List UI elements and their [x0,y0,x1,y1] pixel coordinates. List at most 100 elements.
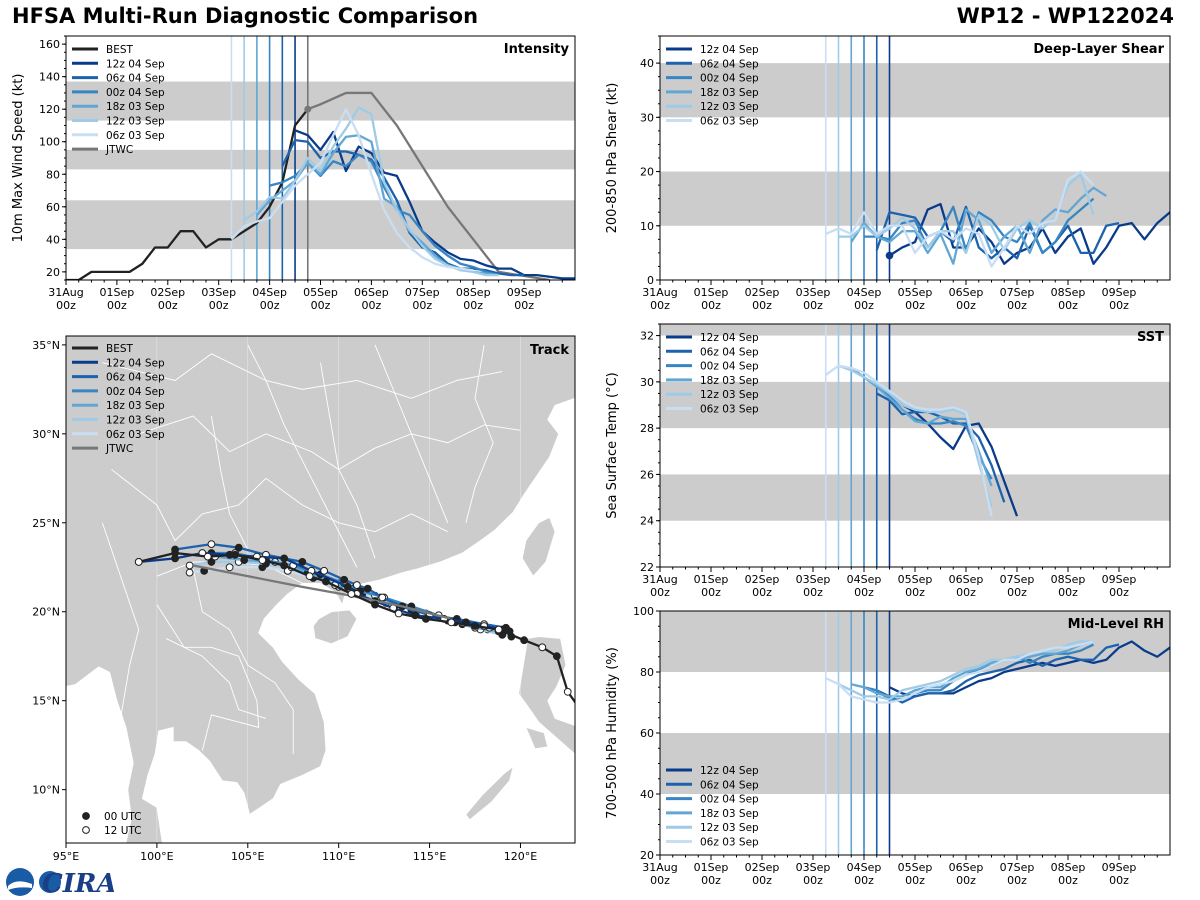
palawan-island [465,765,514,821]
shear-xtick-label: 08Sep [1051,286,1086,299]
track-point-06z-04-sep [363,584,372,593]
sst-ytick-label: 24 [640,515,654,528]
rh-xtick-label: 02Sep [745,861,780,874]
intensity-ylabel: 10m Max Wind Speed (kt) [11,74,26,243]
track-point-best [520,636,528,645]
rh-series-18z-03-sep [850,640,1094,698]
track-point-best [171,549,179,557]
shear-xtick-label: 02Sep [745,286,780,299]
sst-xtick-label: 00z [1007,586,1027,599]
sst-panel: 22242628303231Aug00z01Sep00z02Sep00z03Se… [605,323,1171,599]
intensity-xtick-label: 09Sep [507,286,542,299]
intensity-xtick-label: 04Sep [252,286,287,299]
track-point-12z-04-sep [343,582,352,591]
intensity-ytick-label: 40 [46,233,60,246]
shear-series-18z-03-sep [850,186,1107,265]
shear-xtick-label: 00z [1058,299,1078,312]
track-point-best [203,552,212,561]
legend-label-12z-03-sep: 12z 03 Sep [700,822,759,834]
shear-xtick-label: 07Sep [1000,286,1035,299]
track-ytick-label: 35°N [32,339,60,352]
intensity-series-06z-03-sep [230,108,474,272]
shear-xtick-label: 00z [752,299,772,312]
legend-label-00z-04-sep: 00z 04 Sep [700,73,759,85]
intensity-xtick-label: 00z [412,299,432,312]
marker-legend-symbol-12-utc [82,826,90,834]
intensity-xtick-label: 08Sep [456,286,491,299]
province-border [465,344,494,523]
shear-ylabel: 200-850 hPa Shear (kt) [605,83,620,234]
rh-ytick-label: 80 [640,666,654,679]
track-point-06z-04-sep [340,575,349,584]
track-point-best [231,550,239,559]
intensity-series-12z-04-sep [294,129,575,280]
sst-xtick-label: 00z [803,586,823,599]
intensity-band [66,200,575,250]
sst-xtick-label: 00z [650,586,670,599]
rh-xtick-label: 01Sep [694,861,729,874]
rh-xtick-label: 04Sep [847,861,882,874]
shear-band [660,63,1170,118]
sst-ytick-label: 28 [640,422,654,435]
legend-label-00z-04-sep: 00z 04 Sep [700,794,759,806]
rh-xtick-label: 00z [752,874,772,887]
rh-ytick-label: 60 [640,727,654,740]
sst-xtick-label: 02Sep [745,573,780,586]
rh-ytick-label: 100 [633,605,654,618]
shear-xtick-label: 01Sep [694,286,729,299]
cira-logo-text: CIRA [42,869,114,898]
rh-xtick-label: 09Sep [1102,861,1137,874]
marker-legend-label-12-utc: 12 UTC [104,825,142,837]
province-border [111,469,448,542]
sst-xtick-label: 00z [1109,586,1129,599]
track-point-best [305,572,314,581]
legend-label-00z-04-sep: 00z 04 Sep [700,361,759,373]
rh-ytick-label: 20 [640,849,654,862]
taiwan-island [521,516,556,577]
intensity-xtick-label: 00z [56,299,76,312]
sst-band [660,474,1170,521]
track-point-best [258,556,267,565]
rh-xtick-label: 00z [1007,874,1027,887]
shear-xtick-label: 03Sep [796,286,831,299]
shear-xtick-label: 00z [956,299,976,312]
province-border [102,353,503,399]
sst-xtick-label: 09Sep [1102,573,1137,586]
rh-ytick-label: 40 [640,788,654,801]
sst-xtick-label: 00z [701,586,721,599]
sst-title: SST [1137,330,1164,345]
legend-label-06z-04-sep: 06z 04 Sep [106,73,165,85]
shear-series-12z-04-sep [888,202,1170,265]
track-panel: 95°E 100°E 105°E 110°E 115°E 120°E 10°N 15°N 20°… [32,335,576,863]
legend-label-00z-04-sep: 00z 04 Sep [106,87,165,99]
legend-label-12z-04-sep: 12z 04 Sep [106,357,165,369]
rh-xtick-label: 08Sep [1051,861,1086,874]
sst-ytick-label: 32 [640,330,654,343]
sst-xtick-label: 00z [905,586,925,599]
track-point-best [422,614,430,623]
rh-band [660,733,1170,794]
shear-ytick-label: 40 [640,57,654,70]
intensity-xtick-label: 00z [158,299,178,312]
track-point-best [347,590,356,598]
track-point-best [552,652,561,661]
track-point-best [447,618,456,627]
track-point-best [563,687,572,696]
track-point-06z-04-sep [378,593,387,602]
track-point-06z-04-sep [298,558,307,566]
sst-ytick-label: 26 [640,468,654,481]
shear-title: Deep-Layer Shear [1033,42,1164,57]
track-xtick-label: 105°E [231,850,264,863]
intensity-band [66,81,575,121]
rh-xtick-label: 00z [803,874,823,887]
legend-label-12z-03-sep: 12z 03 Sep [106,415,165,427]
shear-xtick-label: 00z [854,299,874,312]
intensity-xtick-label: 00z [107,299,127,312]
intensity-xtick-label: 01Sep [100,286,135,299]
track-point-12z-03-sep [185,561,194,570]
track-point-06z-03-sep [225,563,234,572]
rh-series-06z-04-sep [876,643,1120,704]
noaa-cira-logo: CIRA [6,868,114,898]
rh-xtick-label: 00z [701,874,721,887]
province-border [101,522,140,719]
